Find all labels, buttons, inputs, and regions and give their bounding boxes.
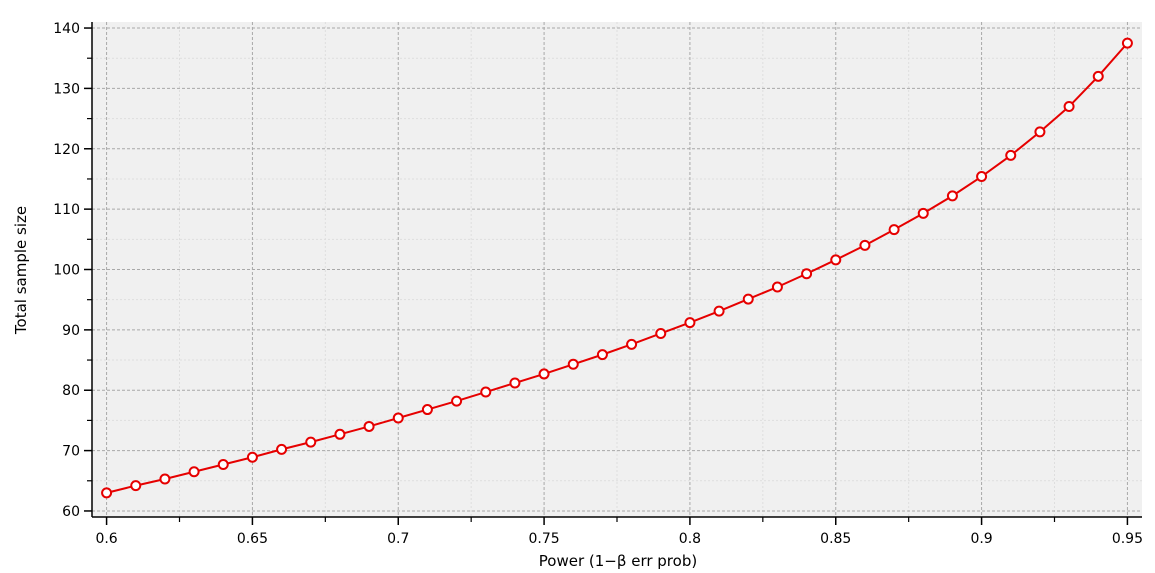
data-point: [451, 395, 463, 407]
y-tick-label: 90: [62, 323, 80, 339]
data-series: [101, 37, 1133, 499]
data-point: [1121, 37, 1133, 49]
x-tick-label: 0.6: [95, 531, 117, 547]
y-tick-label: 140: [53, 21, 80, 37]
data-point: [1034, 126, 1046, 138]
x-tick-label: 0.75: [528, 531, 559, 547]
data-point: [684, 317, 696, 329]
data-point: [801, 268, 813, 280]
y-tick-label: 110: [53, 202, 80, 218]
data-point: [130, 480, 142, 492]
x-tick-label: 0.9: [970, 531, 992, 547]
data-point: [538, 368, 550, 380]
data-point: [1063, 101, 1075, 113]
data-point: [421, 404, 433, 416]
data-point: [830, 254, 842, 266]
axes: 0.6 0.65 0.7 0.75 0.8 0.85 0.9 0.95 60 70 80 90 100 1…: [53, 21, 1143, 547]
data-point: [917, 207, 929, 219]
data-point: [626, 338, 638, 350]
data-point: [596, 349, 608, 361]
x-axis-label: Power (1−β err prob): [539, 552, 697, 570]
data-point: [713, 305, 725, 317]
data-point: [1005, 149, 1017, 161]
data-point: [509, 377, 521, 389]
data-point: [1092, 70, 1104, 82]
y-tick-label: 80: [62, 383, 80, 399]
y-tick-label: 100: [53, 263, 80, 279]
data-point: [334, 428, 346, 440]
data-point: [159, 473, 171, 485]
data-point: [305, 436, 317, 448]
data-point: [771, 281, 783, 293]
x-tick-label: 0.8: [679, 531, 701, 547]
y-tick-label: 70: [62, 444, 80, 460]
data-point: [101, 487, 113, 499]
minor-gridlines: [92, 22, 1142, 517]
data-point: [888, 224, 900, 236]
x-tick-label: 0.85: [820, 531, 851, 547]
x-tick-label: 0.7: [387, 531, 409, 547]
data-point: [392, 412, 404, 424]
data-point: [567, 358, 579, 370]
x-tick-label: 0.65: [237, 531, 268, 547]
x-tick-label: 0.95: [1112, 531, 1143, 547]
data-point: [655, 327, 667, 339]
y-axis-label: Total sample size: [12, 206, 30, 335]
data-point: [246, 451, 258, 463]
data-point: [217, 458, 229, 470]
data-point: [742, 293, 754, 305]
data-point: [480, 386, 492, 398]
data-point: [859, 239, 871, 251]
major-gridlines: [92, 22, 1142, 517]
y-tick-label: 130: [53, 81, 80, 97]
data-point: [188, 466, 200, 478]
data-point: [276, 443, 288, 455]
y-tick-label: 120: [53, 142, 80, 158]
data-point: [976, 171, 988, 183]
y-tick-label: 60: [62, 504, 80, 520]
data-point: [363, 420, 375, 432]
data-point: [946, 190, 958, 202]
